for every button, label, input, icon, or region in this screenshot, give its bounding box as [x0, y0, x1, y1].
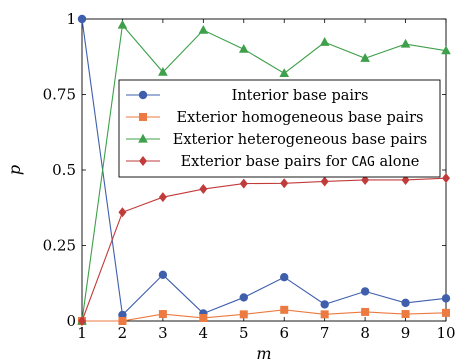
x-tick-label: 3 — [158, 324, 168, 342]
data-point — [158, 270, 168, 279]
data-point — [361, 307, 370, 316]
data-point — [199, 184, 208, 195]
legend-items: Interior base pairs Exterior homogeneous … — [126, 88, 427, 170]
data-point — [117, 19, 128, 29]
series-3 — [78, 173, 450, 326]
data-point — [158, 310, 167, 319]
data-point — [118, 207, 127, 218]
data-point — [239, 178, 248, 189]
data-point — [279, 68, 290, 77]
data-point — [239, 293, 248, 302]
data-point — [78, 316, 86, 326]
x-tick-label: 7 — [320, 324, 330, 342]
data-point — [320, 310, 329, 319]
legend-marker — [138, 90, 148, 100]
x-tick-label: 8 — [360, 324, 370, 342]
data-point — [360, 287, 370, 296]
series-1 — [78, 305, 450, 325]
data-point — [441, 294, 451, 303]
legend-item: Exterior homogeneous base pairs — [126, 110, 423, 126]
data-point — [401, 310, 410, 319]
series-line — [81, 18, 447, 317]
legend-label-prefix: Exterior base pairs for — [181, 154, 352, 170]
data-point — [442, 308, 450, 317]
legend-label: Exterior homogeneous base pairs — [177, 110, 424, 126]
tick-labels: 1 2 3 4 5 6 7 8 9 10 0 0.25 0.5 0.75 1 — [43, 10, 455, 342]
x-tick-label: 10 — [436, 324, 455, 342]
series-line — [81, 23, 447, 322]
y-tick-label: 0.5 — [52, 161, 76, 179]
data-point — [238, 44, 249, 53]
data-point — [319, 37, 330, 46]
data-point — [400, 38, 411, 48]
series-2 — [77, 19, 451, 325]
data-point — [158, 66, 168, 76]
series-0 — [77, 14, 451, 320]
series-line — [81, 177, 447, 322]
x-tick-label: 2 — [118, 324, 128, 342]
data-point — [158, 192, 167, 203]
legend-item: Exterior base pairs for CAG alone — [126, 154, 419, 170]
legend-label: Exterior heterogeneous base pairs — [173, 132, 427, 148]
data-point — [361, 174, 370, 185]
x-tick-label: 4 — [199, 324, 209, 342]
x-axis-label: m — [256, 344, 271, 363]
y-axis-label: p — [5, 165, 24, 175]
data-point — [280, 178, 289, 189]
data-point — [198, 24, 209, 34]
legend-marker — [139, 156, 147, 166]
data-point — [199, 313, 208, 322]
y-tick-label: 0.75 — [43, 86, 76, 104]
data-point — [441, 45, 451, 55]
legend-marker — [138, 133, 148, 143]
data-point — [280, 305, 289, 314]
x-tick-label: 1 — [77, 324, 87, 342]
series-line — [82, 309, 447, 322]
data-point — [442, 173, 450, 184]
data-point — [239, 310, 248, 319]
data-point — [77, 14, 87, 24]
data-point — [360, 53, 370, 62]
legend-item: Interior base pairs — [126, 88, 368, 104]
x-tick-label: 9 — [401, 324, 411, 342]
legend-label-suffix: alone — [375, 154, 420, 170]
legend-box — [118, 79, 441, 178]
legend-item: Exterior heterogeneous base pairs — [126, 132, 427, 148]
data-point — [320, 176, 329, 187]
data-point — [401, 174, 410, 185]
legend-marker — [139, 113, 147, 121]
data-point — [280, 273, 289, 282]
data-point — [118, 317, 127, 325]
data-point — [401, 298, 410, 308]
legend-label: Interior base pairs — [232, 88, 369, 104]
y-tick-label: 0 — [66, 312, 76, 330]
legend-label: Exterior base pairs for CAG alone — [181, 154, 420, 170]
data-point — [320, 300, 329, 309]
legend: Interior base pairs Exterior homogeneous … — [118, 79, 441, 178]
legend-label-code: CAG — [351, 155, 375, 170]
x-tick-label: 6 — [279, 324, 289, 342]
series-layer — [77, 14, 451, 326]
y-tick-label: 0.25 — [43, 237, 76, 255]
y-tick-label: 1 — [66, 10, 76, 28]
x-tick-label: 5 — [239, 324, 249, 342]
